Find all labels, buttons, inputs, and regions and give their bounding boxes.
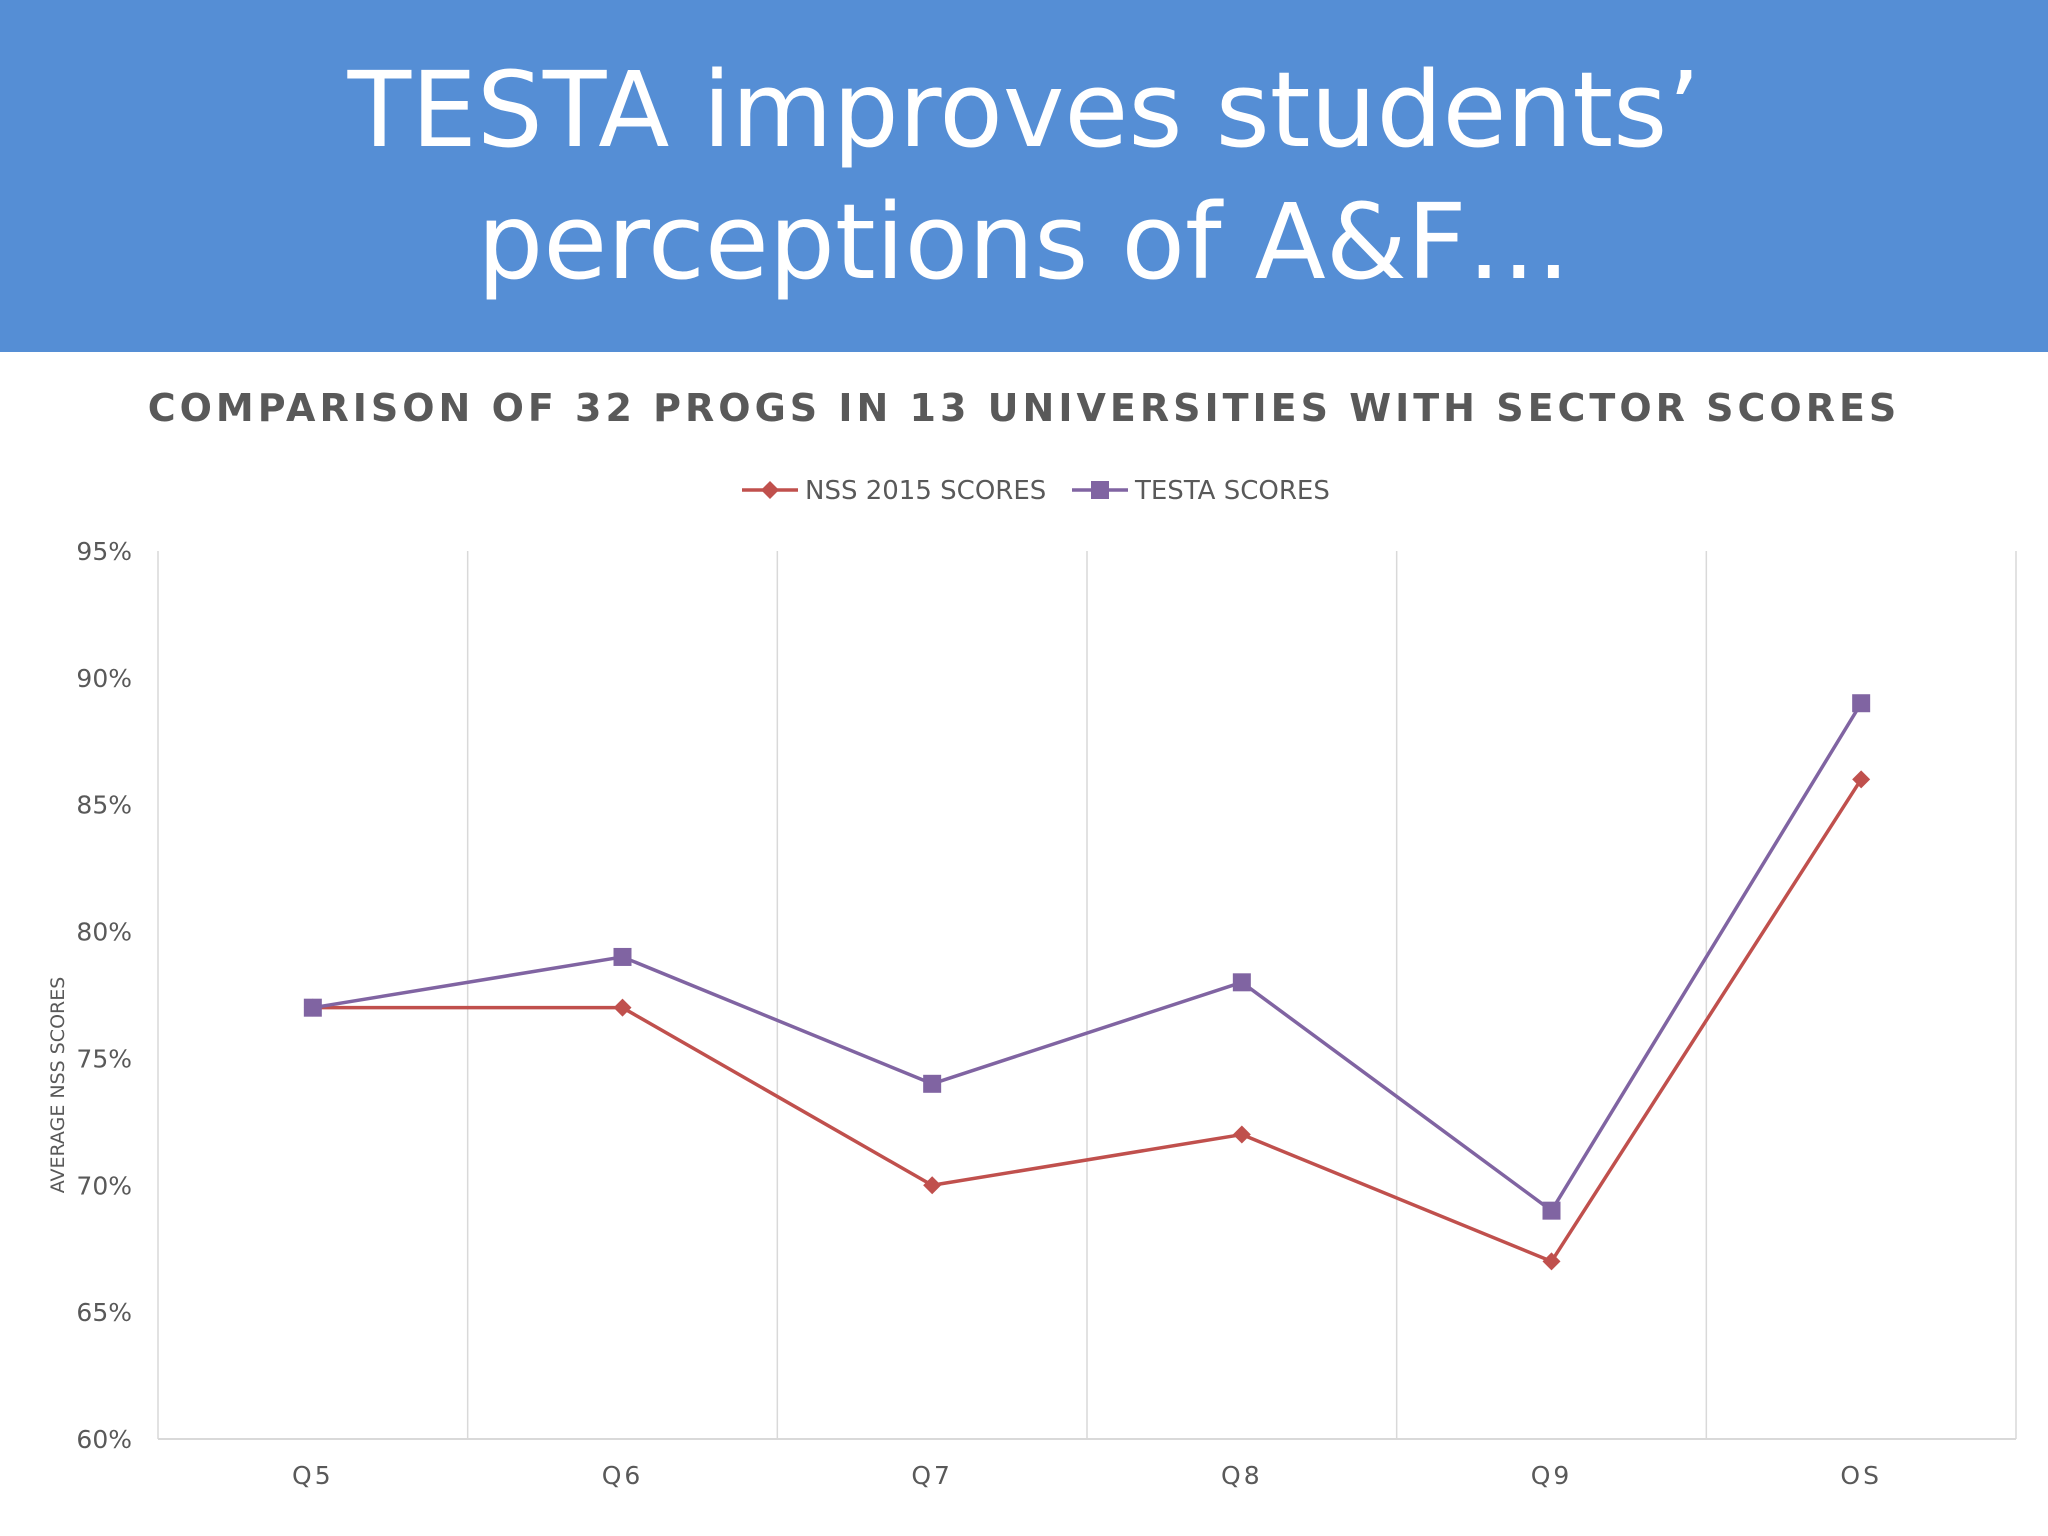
legend-item: TESTA SCORES (1072, 476, 1330, 506)
legend-label: TESTA SCORES (1134, 476, 1330, 506)
legend-marker (761, 481, 779, 499)
x-tick-label: OS (1840, 1461, 1882, 1490)
series-line (312, 778, 1863, 1264)
data-point-marker (1852, 770, 1871, 789)
legend-label: NSS 2015 SCORES (805, 476, 1046, 506)
y-tick-label: 85% (76, 791, 132, 820)
y-tick-label: 80% (76, 918, 132, 947)
data-point-marker (1232, 973, 1251, 992)
title-banner: TESTA improves students’ perceptions of … (0, 0, 2048, 352)
chart-title: COMPARISON OF 32 PROGS IN 13 UNIVERSITIE… (147, 386, 1901, 430)
gridlines (157, 551, 2017, 1439)
y-axis-title: AVERAGE NSS SCORES (47, 977, 69, 1194)
data-point-marker (1542, 1252, 1561, 1271)
data-point-marker (1542, 1201, 1561, 1220)
legend-item: NSS 2015 SCORES (742, 476, 1046, 506)
legend-marker (1091, 481, 1109, 499)
data-point-marker (923, 1176, 942, 1195)
series-line (312, 702, 1863, 1213)
y-tick-label: 90% (76, 664, 132, 693)
data-point-marker (1852, 694, 1871, 713)
x-tick-label: Q9 (1531, 1461, 1573, 1490)
axes: 60% 65% 70% 75% 80% 85% 90% 95% Q5 Q6 Q7 Q8 Q9 OS AVER… (47, 537, 2016, 1490)
data-point-marker (303, 998, 322, 1017)
y-tick-label: 60% (76, 1425, 132, 1454)
x-tick-label: Q5 (292, 1461, 334, 1490)
y-tick-label: 65% (76, 1298, 132, 1327)
data-point-marker (613, 998, 632, 1017)
data-point-marker (923, 1074, 942, 1093)
series (303, 694, 1871, 1271)
series-testa (303, 694, 1871, 1220)
data-point-marker (1232, 1125, 1251, 1144)
y-tick-label: 95% (76, 537, 132, 566)
data-point-marker (613, 947, 632, 966)
y-tick-label: 70% (76, 1171, 132, 1200)
x-tick-label: Q7 (911, 1461, 953, 1490)
x-tick-label: Q8 (1221, 1461, 1263, 1490)
slide-title: TESTA improves students’ perceptions of … (347, 49, 1701, 303)
y-tick-label: 75% (76, 1044, 132, 1073)
legend: NSS 2015 SCORES TESTA SCORES (742, 476, 1330, 506)
x-tick-label: Q6 (602, 1461, 644, 1490)
